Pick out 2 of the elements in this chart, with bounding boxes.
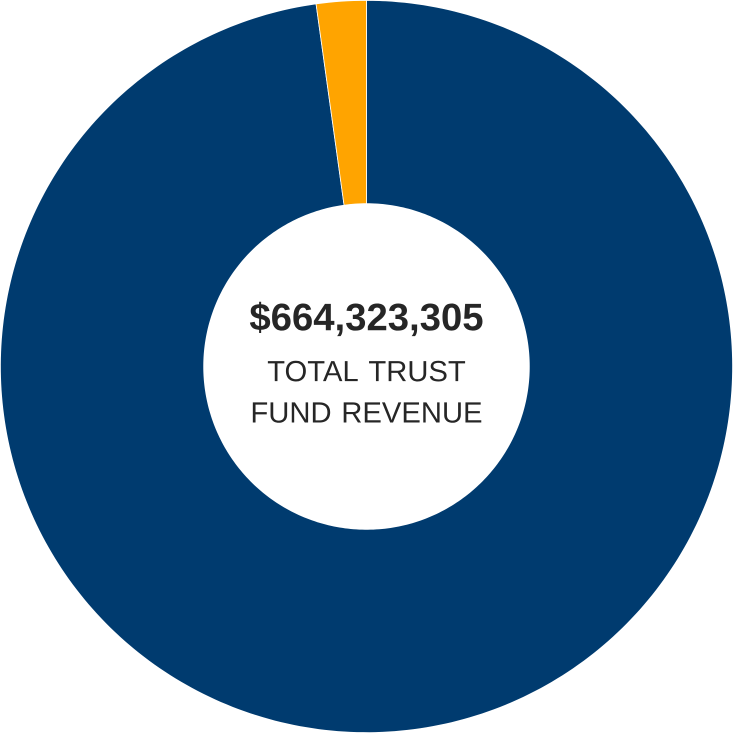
text: TOTAL TRUST FUND REVENUE [252, 360, 482, 423]
text: $664,323,305 [250, 302, 482, 336]
